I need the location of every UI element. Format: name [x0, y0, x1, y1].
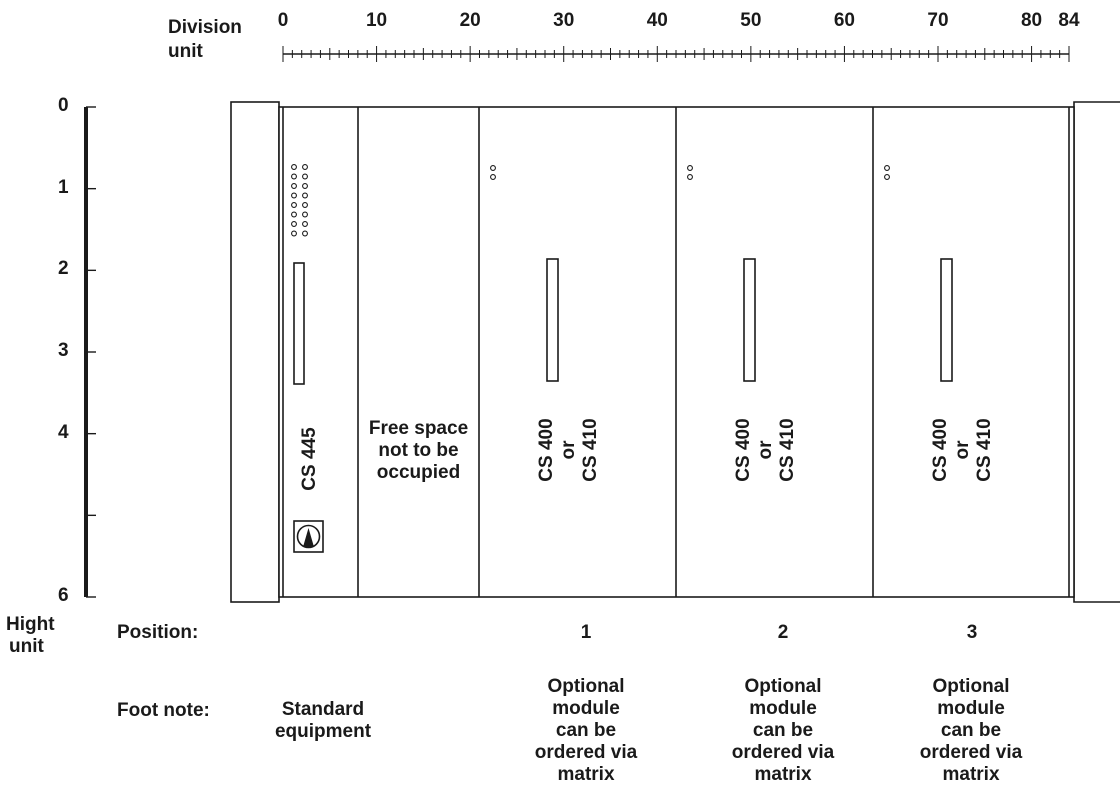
fn1-line-3: can be: [555, 720, 617, 741]
led-indicator-icon: [302, 202, 308, 208]
slot-1-label: CS 400 or CS 410: [536, 390, 602, 510]
led-indicator-icon: [291, 202, 297, 208]
division-ruler: [282, 46, 1070, 62]
slot-2-leds: [687, 165, 693, 180]
height-tick-label: 0: [58, 95, 69, 116]
fn2-line-4: ordered via: [731, 742, 835, 763]
fn1-line-1: Optional: [547, 676, 625, 697]
height-axis-label-1: Hight: [6, 614, 55, 635]
slot-3-leds: [884, 165, 890, 180]
position-row-label: Position:: [117, 622, 199, 643]
foot-note-standard: Standard equipment: [248, 699, 398, 743]
division-tick-label: 30: [553, 10, 575, 31]
height-tick-label: 1: [58, 176, 69, 198]
division-tick-label: 0: [277, 10, 289, 31]
division-axis-label-1: Division: [168, 17, 242, 38]
left-flange: [230, 101, 280, 603]
division-tick-label: 70: [927, 10, 949, 31]
position-2: 2: [777, 622, 789, 643]
height-tick-label: 6: [58, 585, 69, 606]
slot-3-slot: [940, 258, 953, 382]
division-tick-label: 50: [740, 10, 762, 31]
position-1: 1: [580, 622, 592, 643]
slot-1-label-line-2: or: [558, 440, 579, 460]
right-flange: [1073, 101, 1120, 603]
foot-note-position-2: Optional module can be ordered via matri…: [708, 676, 858, 786]
foot-note-standard-line-2: equipment: [274, 721, 372, 742]
fn3-line-5: matrix: [942, 764, 1000, 785]
slot-3-label-line-2: or: [952, 440, 973, 460]
slot-1-label-line-3: CS 410: [580, 418, 601, 482]
foot-note-position-1: Optional module can be ordered via matri…: [511, 676, 661, 786]
led-indicator-icon: [302, 183, 308, 189]
division-tick-label: 60: [833, 10, 855, 31]
rack-frame: [230, 101, 1120, 603]
slot-1-leds: [490, 165, 496, 180]
fn3-line-3: can be: [940, 720, 1002, 741]
led-indicator-icon: [302, 211, 308, 218]
led-indicator-icon: [302, 173, 308, 180]
height-tick-label: 4: [58, 421, 69, 443]
slot-2-label-line-3: CS 410: [777, 418, 798, 482]
free-space-line-3: occupied: [376, 462, 461, 483]
cs445-led-array: [291, 164, 308, 237]
slot-2-label-line-1: CS 400: [733, 418, 754, 482]
height-tick-label: 2: [58, 258, 69, 280]
led-indicator-icon: [291, 173, 297, 180]
fn2-line-1: Optional: [744, 676, 822, 697]
division-tick-label: 20: [459, 10, 481, 31]
division-tick-label: 40: [646, 10, 668, 31]
fn2-line-3: can be: [752, 720, 814, 741]
led-indicator-icon: [291, 192, 297, 199]
slot-2-label-line-2: or: [755, 440, 776, 460]
led-indicator-icon: [291, 211, 297, 218]
height-axis-label-2: unit: [9, 636, 44, 657]
slot-3-label-line-3: CS 410: [974, 418, 995, 482]
fn2-line-5: matrix: [754, 764, 812, 785]
fn1-line-2: module: [552, 698, 620, 719]
led-indicator-icon: [302, 192, 308, 199]
foot-note-row-label: Foot note:: [117, 700, 210, 721]
cs445-rotary-switch-icon: [293, 520, 324, 553]
led-indicator-icon: [291, 230, 297, 237]
led-indicator-icon: [302, 230, 308, 237]
fn3-line-1: Optional: [932, 676, 1010, 697]
slot-3-label-line-1: CS 400: [930, 418, 951, 482]
free-space-label: Free space not to be occupied: [358, 418, 479, 484]
slot-1-label-line-1: CS 400: [536, 418, 557, 482]
led-indicator-icon: [302, 164, 308, 170]
fn3-line-4: ordered via: [919, 742, 1023, 763]
fn1-line-5: matrix: [557, 764, 615, 785]
foot-note-position-3: Optional module can be ordered via matri…: [896, 676, 1046, 786]
division-tick-label: 84: [1058, 10, 1080, 31]
height-axis: [84, 106, 96, 598]
slot-3-label: CS 400 or CS 410: [930, 390, 996, 510]
slot-2-label: CS 400 or CS 410: [733, 390, 799, 510]
cs445-slot: [293, 262, 305, 385]
height-tick-label: 3: [58, 340, 69, 361]
cs445-label: CS 445: [299, 427, 320, 491]
fn1-line-4: ordered via: [534, 742, 638, 763]
free-space-line-1: Free space: [368, 418, 469, 439]
slot-1-slot: [546, 258, 559, 382]
led-indicator-icon: [291, 221, 297, 227]
position-3: 3: [966, 622, 978, 643]
foot-note-standard-line-1: Standard: [281, 699, 365, 720]
fn3-line-2: module: [937, 698, 1005, 719]
led-indicator-icon: [291, 183, 297, 189]
led-indicator-icon: [291, 164, 297, 170]
division-tick-label: 80: [1020, 10, 1043, 31]
division-tick-label: 10: [365, 10, 388, 31]
division-axis-label-2: unit: [168, 41, 203, 62]
free-space-line-2: not to be: [378, 440, 459, 461]
slot-2-slot: [743, 258, 756, 382]
fn2-line-2: module: [749, 698, 817, 719]
led-indicator-icon: [302, 221, 308, 227]
